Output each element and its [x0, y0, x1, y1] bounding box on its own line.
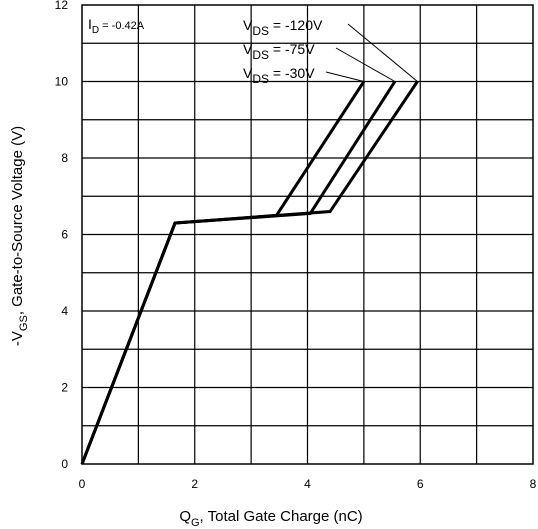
x-tick-label: 0 — [79, 477, 86, 491]
y-tick-label: 4 — [61, 304, 68, 318]
series-lines — [80, 80, 419, 465]
plot-frame — [81, 4, 534, 465]
x-tick-label: 6 — [417, 477, 424, 491]
legend-leader-lines — [325, 23, 418, 82]
tick-labels: 0 2 4 6 8 0 2 4 6 8 10 12 — [55, 0, 537, 491]
current-annotation: ID = -0.42A — [88, 16, 145, 36]
y-tick-label: 6 — [61, 228, 68, 242]
x-axis-label: QG, Total Gate Charge (nC) — [179, 508, 362, 529]
series-label-30v: VDS = -30V — [243, 65, 315, 86]
y-tick-label: 12 — [55, 0, 69, 12]
y-tick-label: 2 — [61, 381, 68, 395]
series-label-120v: VDS = -120V — [243, 17, 323, 38]
x-tick-label: 8 — [530, 477, 537, 491]
y-tick-label: 10 — [55, 75, 69, 89]
y-tick-label: 8 — [61, 151, 68, 165]
series-label-75v: VDS = -75V — [243, 41, 315, 62]
y-axis-label: -VGS, Gate-to-Source Voltage (V) — [9, 126, 30, 346]
x-tick-label: 4 — [304, 477, 311, 491]
y-tick-label: 0 — [61, 457, 68, 471]
series-line-30Vv — [80, 80, 366, 465]
leader-line — [335, 47, 396, 82]
leader-line — [347, 23, 418, 82]
x-tick-label: 2 — [191, 477, 198, 491]
leader-line — [325, 71, 364, 82]
